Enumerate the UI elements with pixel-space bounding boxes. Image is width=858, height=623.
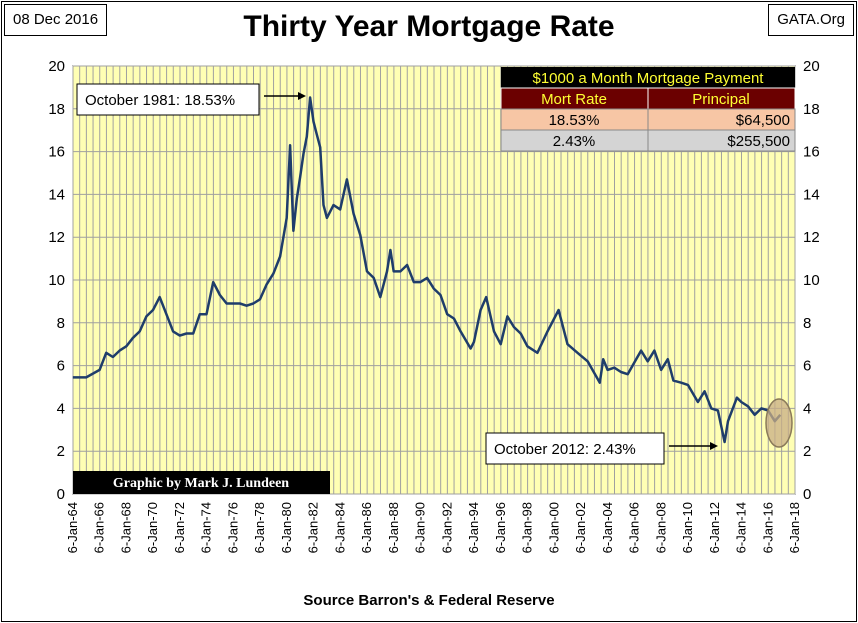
source-tag: GATA.Org [768, 4, 854, 36]
x-tick-label: 6-Jan-94 [466, 502, 481, 553]
x-tick-label: 6-Jan-76 [225, 502, 240, 553]
y-tick-label-right: 14 [803, 186, 820, 203]
x-tick-label: 6-Jan-78 [252, 502, 267, 553]
y-axis-right: 0 2 4 6 8 10 12 14 16 18 20 [803, 58, 820, 503]
x-tick-label: 6-Jan-66 [92, 502, 107, 553]
y-tick-label-right: 4 [803, 400, 811, 417]
x-tick-label: 6-Jan-16 [760, 502, 775, 553]
y-tick-label-right: 18 [803, 101, 820, 118]
y-tick-label-right: 0 [803, 486, 811, 503]
y-tick-label-right: 8 [803, 315, 811, 332]
table-header-principal: Principal [692, 91, 750, 108]
y-tick-label-left: 12 [48, 229, 65, 246]
credit-banner: Graphic by Mark J. Lundeen [73, 471, 330, 494]
x-tick-label: 6-Jan-08 [653, 502, 668, 553]
y-tick-label-left: 20 [48, 58, 65, 75]
x-tick-label: 6-Jan-82 [306, 502, 321, 553]
y-tick-label-left: 8 [57, 315, 65, 332]
x-tick-label: 6-Jan-68 [118, 502, 133, 553]
y-tick-label-right: 10 [803, 272, 820, 289]
chart-title: Thirty Year Mortgage Rate [243, 10, 615, 43]
y-tick-label-left: 2 [57, 443, 65, 460]
y-tick-label-right: 2 [803, 443, 811, 460]
annotation-2012-text: October 2012: 2.43% [494, 441, 636, 458]
x-tick-label: 6-Jan-18 [787, 502, 802, 553]
x-tick-label: 6-Jan-84 [332, 502, 347, 553]
y-tick-label-left: 0 [57, 486, 65, 503]
x-tick-label: 6-Jan-92 [439, 502, 454, 553]
recent-low-circle [765, 398, 793, 448]
x-tick-label: 6-Jan-14 [734, 502, 749, 553]
y-tick-label-left: 14 [48, 186, 65, 203]
x-tick-label: 6-Jan-74 [199, 502, 214, 553]
payment-table: $1000 a Month Mortgage Payment Mort Rate… [500, 67, 796, 152]
x-axis: 6-Jan-64 6-Jan-66 6-Jan-68 6-Jan-70 6-Jan-72… [65, 502, 802, 553]
y-axis-left: 0 2 4 6 8 10 12 14 16 18 20 [48, 58, 65, 503]
x-tick-label: 6-Jan-88 [386, 502, 401, 553]
x-tick-label: 6-Jan-06 [627, 502, 642, 553]
table-title: $1000 a Month Mortgage Payment [533, 70, 765, 87]
credit-text: Graphic by Mark J. Lundeen [113, 476, 289, 491]
x-tick-label: 6-Jan-80 [279, 502, 294, 553]
x-tick-label: 6-Jan-04 [600, 502, 615, 553]
table-title-bg [501, 67, 795, 88]
table-row1-rate: 18.53% [549, 112, 600, 129]
annotation-1981: October 1981: 18.53% [76, 83, 306, 116]
y-tick-label-left: 18 [48, 101, 65, 118]
table-header-rate: Mort Rate [541, 91, 607, 108]
x-tick-label: 6-Jan-72 [172, 502, 187, 553]
x-tick-label: 6-Jan-64 [65, 502, 80, 553]
x-tick-label: 6-Jan-98 [520, 502, 535, 553]
x-tick-label: 6-Jan-86 [359, 502, 374, 553]
x-tick-label: 6-Jan-12 [707, 502, 722, 553]
x-tick-label: 6-Jan-70 [145, 502, 160, 553]
y-tick-label-right: 20 [803, 58, 820, 75]
y-tick-label-left: 10 [48, 272, 65, 289]
source-footer: Source Barron's & Federal Reserve [303, 592, 555, 609]
date-label: 08 Dec 2016 [4, 4, 108, 36]
x-tick-label: 6-Jan-00 [546, 502, 561, 553]
annotation-2012: October 2012: 2.43% [485, 432, 718, 465]
table-row2-principal: $255,500 [727, 133, 790, 150]
y-tick-label-right: 12 [803, 229, 820, 246]
y-tick-label-left: 4 [57, 400, 65, 417]
table-row1-principal: $64,500 [736, 112, 790, 129]
table-row2-rate: 2.43% [553, 133, 596, 150]
x-tick-label: 6-Jan-10 [680, 502, 695, 553]
x-tick-label: 6-Jan-02 [573, 502, 588, 553]
y-tick-label-right: 6 [803, 358, 811, 375]
y-tick-label-left: 6 [57, 358, 65, 375]
y-tick-label-right: 16 [803, 144, 820, 161]
annotation-1981-text: October 1981: 18.53% [85, 92, 235, 109]
mortgage-rate-line [72, 96, 782, 444]
x-tick-label: 6-Jan-96 [493, 502, 508, 553]
y-tick-label-left: 16 [48, 144, 65, 161]
x-tick-label: 6-Jan-90 [413, 502, 428, 553]
